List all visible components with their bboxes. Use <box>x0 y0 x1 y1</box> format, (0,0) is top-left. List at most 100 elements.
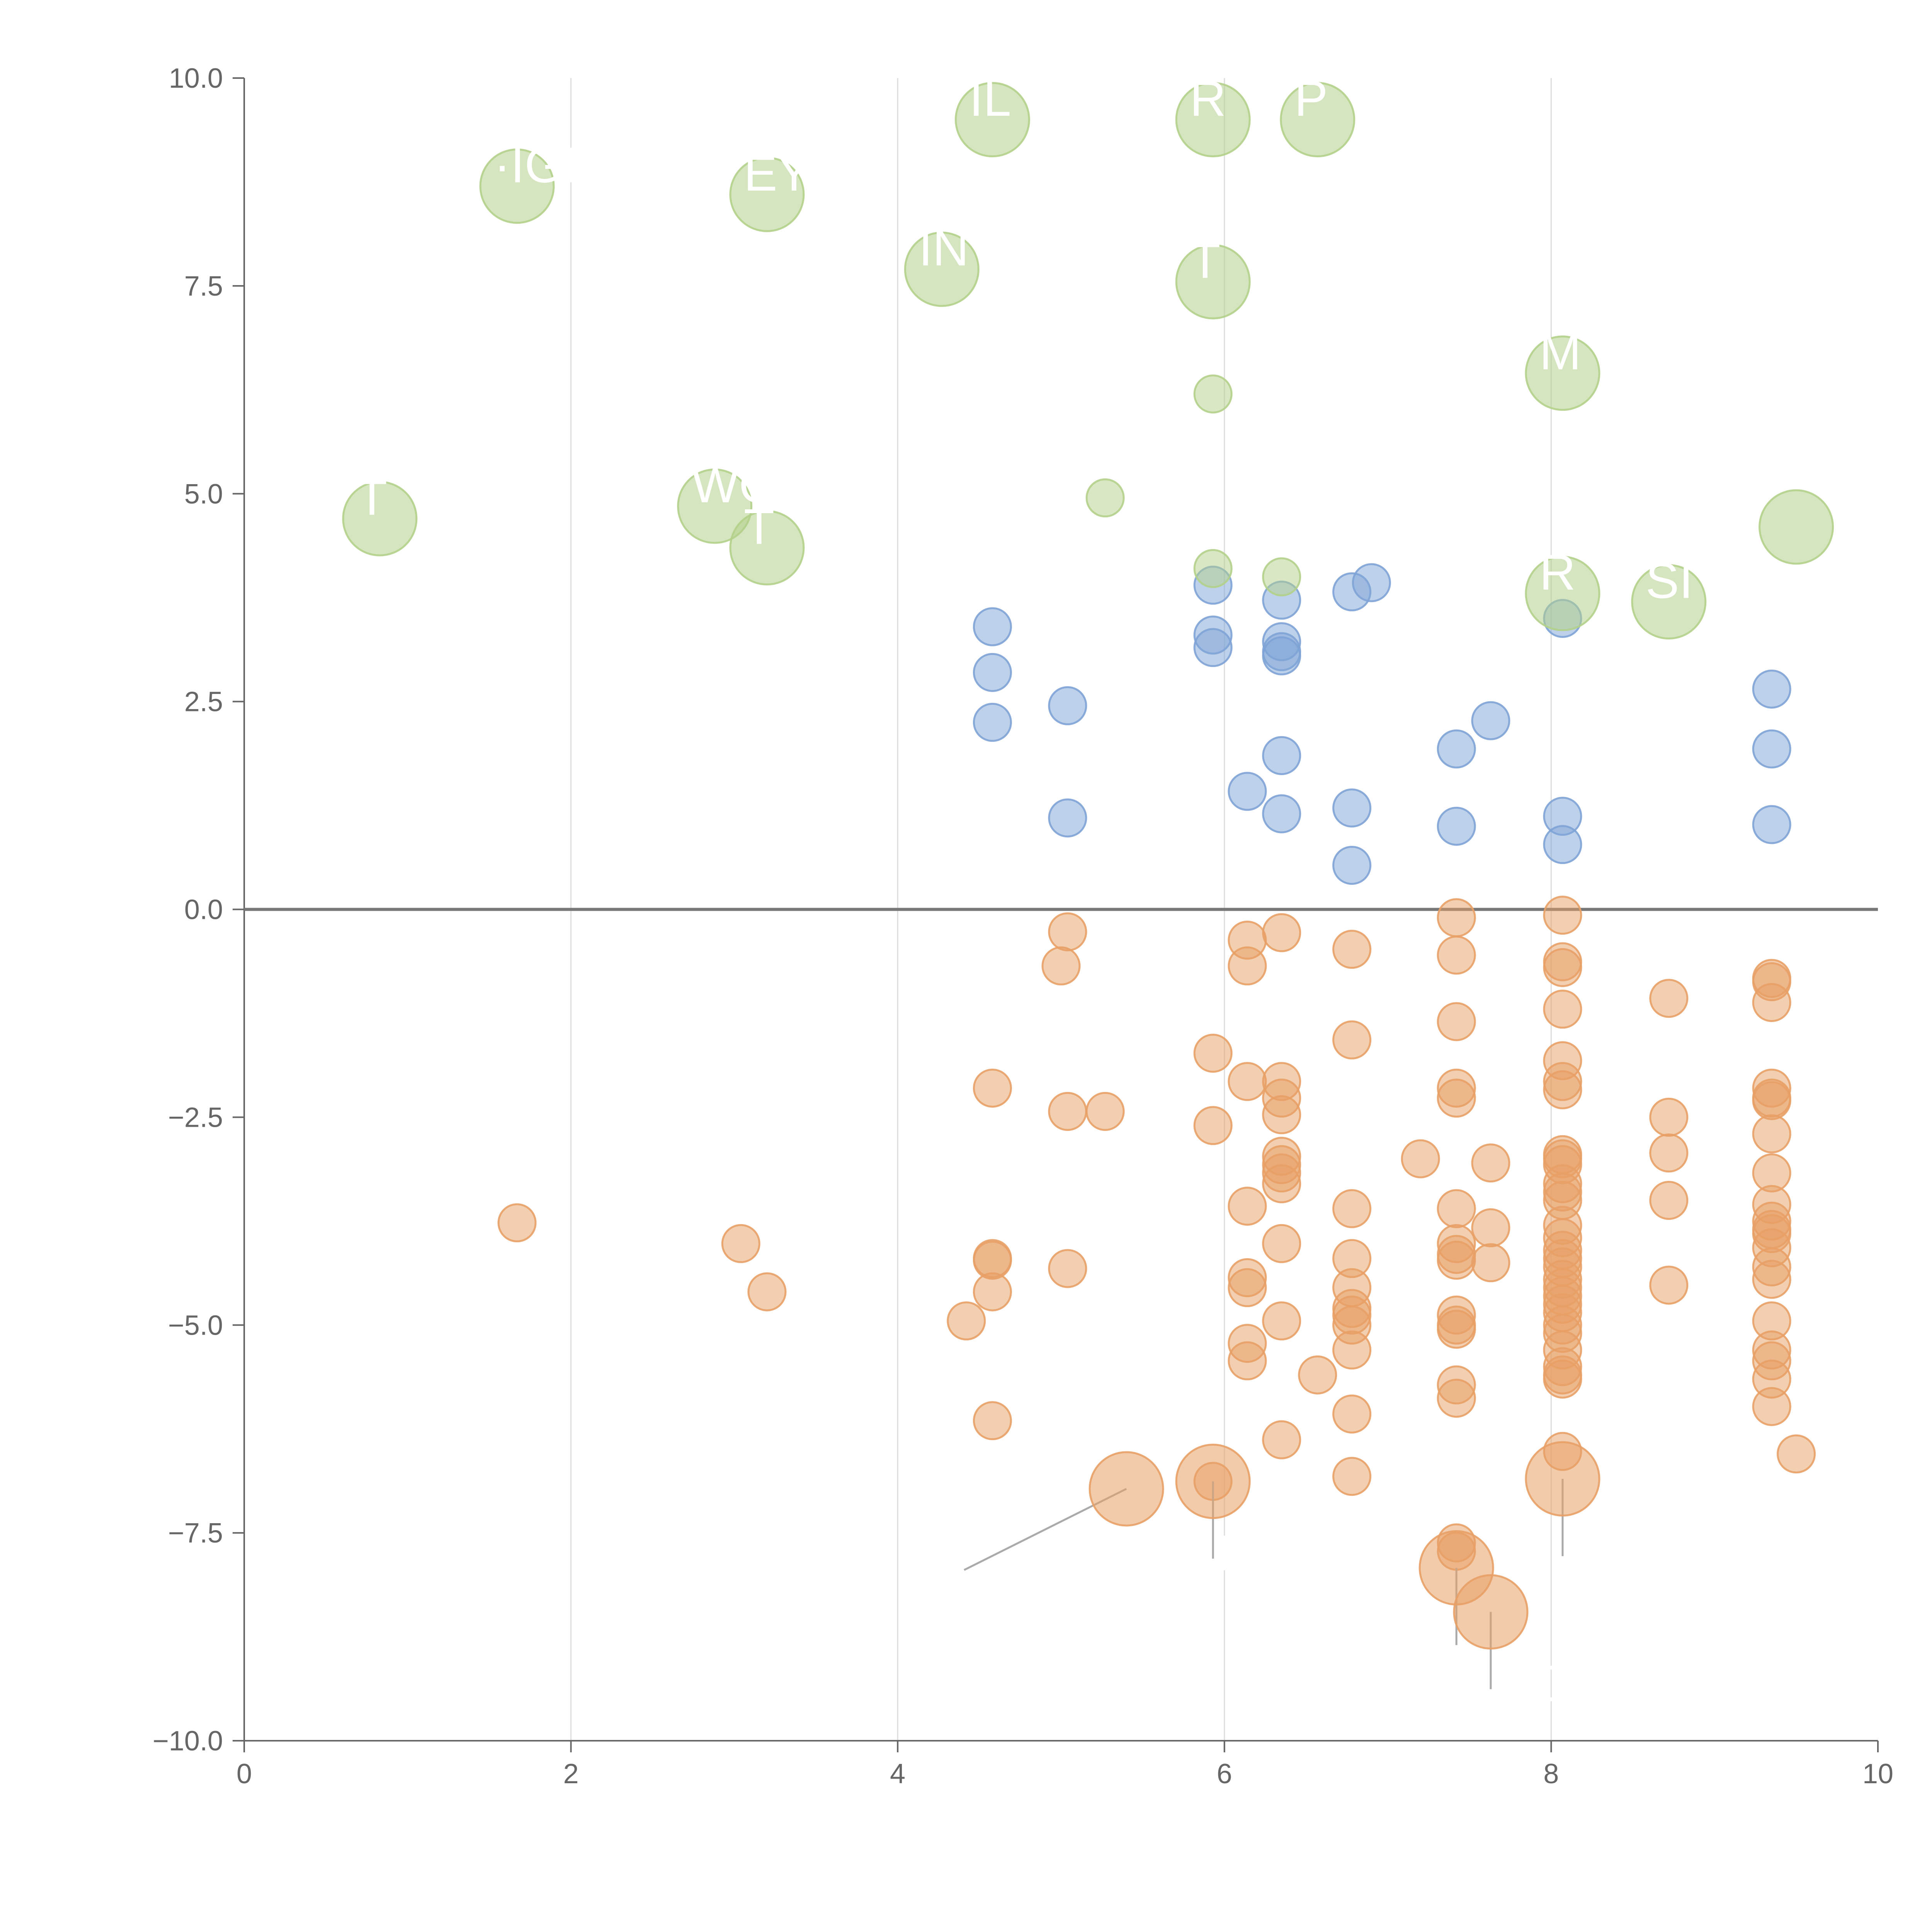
positive-highlight-point <box>1631 564 1707 639</box>
negative-highlight-point <box>1525 1441 1600 1517</box>
negative-point <box>1228 1341 1267 1381</box>
positive-point <box>1193 628 1233 667</box>
negative-point <box>1262 1164 1301 1203</box>
negative-point <box>973 1272 1012 1311</box>
negative-point <box>1543 1070 1582 1109</box>
negative-point <box>1752 983 1791 1022</box>
negative-point <box>1332 1394 1372 1434</box>
negative-point <box>1085 1092 1125 1131</box>
positive-point <box>1437 806 1476 846</box>
bubble-label: ·IGH <box>494 137 600 193</box>
positive-highlight-point <box>904 231 980 307</box>
negative-point <box>1752 1387 1791 1426</box>
positive-point <box>1262 794 1301 833</box>
positive-highlight-point <box>729 156 805 232</box>
positive-point <box>973 653 1012 692</box>
negative-point <box>1437 1078 1476 1118</box>
negative-point <box>1228 1062 1267 1101</box>
negative-point <box>1437 898 1476 937</box>
positive-highlight-point <box>1085 478 1125 518</box>
positive-highlight-point <box>342 481 418 556</box>
positive-highlight-point <box>1193 549 1233 588</box>
positive-point <box>1752 729 1791 769</box>
negative-point <box>1752 1260 1791 1299</box>
negative-highlight-point <box>1175 1444 1251 1519</box>
negative-point <box>1048 1249 1087 1288</box>
y-tick-label: −5.0 <box>168 1310 223 1341</box>
negative-point <box>1332 1457 1372 1496</box>
negative-point <box>973 1401 1012 1440</box>
positive-highlight-point <box>1262 557 1301 597</box>
positive-point <box>1543 825 1582 864</box>
axes: 0 2 4 6 8 10 −10.0 −7.5 −5.0 −2.5 0.0 2.5 5.0 7.5 10.0 <box>153 63 1893 1789</box>
negative-point <box>1649 979 1689 1018</box>
positive-point <box>1752 805 1791 844</box>
negative-point <box>1262 1420 1301 1459</box>
negative-point <box>1298 1355 1337 1395</box>
negative-point <box>1262 1301 1301 1340</box>
negative-point <box>1649 1133 1689 1173</box>
negative-point <box>497 1203 537 1243</box>
positive-highlight-point <box>1525 335 1600 411</box>
negative-point <box>1262 913 1301 952</box>
positive-highlight-point <box>677 468 753 544</box>
bubble-label: RO <box>1495 1655 1570 1712</box>
y-tick-label: 5.0 <box>184 479 223 510</box>
negative-point <box>1752 1081 1791 1120</box>
negative-point <box>1471 1243 1510 1282</box>
positive-point <box>1332 845 1372 885</box>
y-tick-label: 2.5 <box>184 687 223 718</box>
negative-highlight-point <box>1453 1574 1529 1650</box>
y-tick-label: −7.5 <box>168 1518 223 1549</box>
x-tick-label: 8 <box>1543 1759 1559 1789</box>
negative-point <box>1543 1359 1582 1399</box>
negative-point <box>1649 1265 1689 1305</box>
negative-point <box>1649 1181 1689 1220</box>
negative-point <box>1437 935 1476 975</box>
bubble-label: IL <box>969 70 1011 127</box>
negative-point <box>1262 1224 1301 1263</box>
positive-point <box>1228 772 1267 811</box>
bubble-label: EY <box>744 145 811 201</box>
positive-highlight-point <box>1175 82 1251 158</box>
positive-point <box>1048 798 1087 838</box>
positive-highlight-point <box>1525 556 1600 631</box>
x-tick-label: 6 <box>1217 1759 1232 1789</box>
positive-point <box>1752 669 1791 709</box>
negative-point <box>1437 1002 1476 1041</box>
negative-point <box>1041 946 1081 986</box>
y-tick-label: −2.5 <box>168 1102 223 1133</box>
negative-point <box>721 1224 760 1263</box>
negative-point <box>1262 1095 1301 1134</box>
negative-point <box>1437 1189 1476 1228</box>
negative-point <box>1401 1139 1440 1179</box>
negative-point <box>1649 1097 1689 1137</box>
y-tick-label: 7.5 <box>184 271 223 302</box>
negative-point <box>1193 1106 1233 1145</box>
negative-point <box>1332 1020 1372 1060</box>
positive-point <box>973 702 1012 742</box>
bubbles <box>342 82 1834 1689</box>
x-tick-label: 4 <box>890 1759 905 1789</box>
y-tick-label: 10.0 <box>169 63 223 94</box>
positive-point <box>1262 636 1301 675</box>
negative-point <box>1048 1092 1087 1131</box>
negative-point <box>747 1272 787 1311</box>
positive-highlight-point <box>1193 374 1233 414</box>
x-tick-label: 0 <box>236 1759 252 1789</box>
bubble-label: SI <box>1646 552 1693 609</box>
positive-point <box>973 607 1012 646</box>
positive-point <box>1437 729 1476 769</box>
positive-point <box>1471 701 1510 740</box>
negative-point <box>1228 1268 1267 1307</box>
negative-point <box>1543 948 1582 987</box>
negative-point <box>1437 1240 1476 1280</box>
negative-point <box>1228 946 1267 986</box>
y-tick-label: −10.0 <box>153 1726 223 1757</box>
positive-point <box>1332 788 1372 828</box>
negative-point <box>1752 1114 1791 1153</box>
bubble-label: M <box>1539 324 1581 380</box>
positive-highlight-point <box>1175 244 1251 320</box>
